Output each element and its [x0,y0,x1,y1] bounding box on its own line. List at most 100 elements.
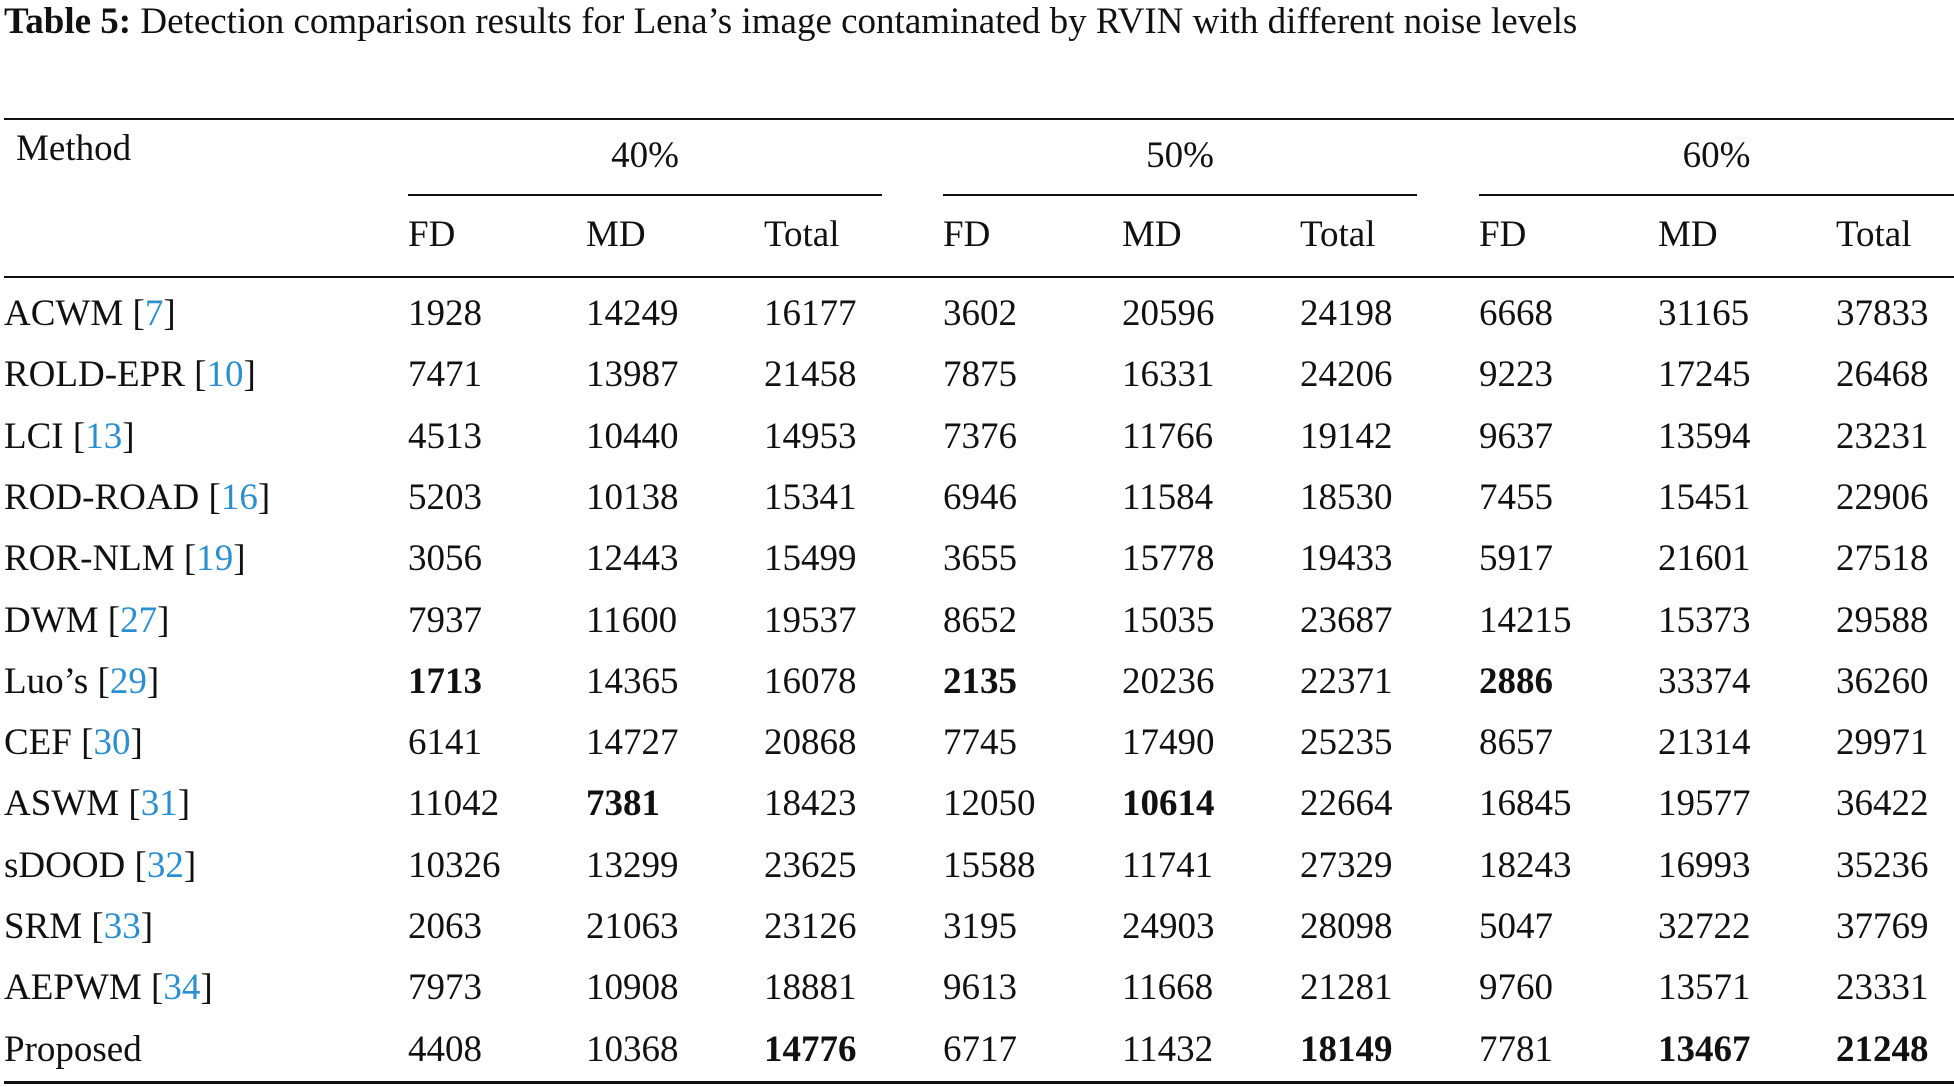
method-name: CEF [4,722,72,763]
value-cell: 6946 [943,477,1017,518]
value-cell: 20596 [1122,293,1215,334]
value-cell: 6717 [943,1029,1017,1070]
header-group-50: 50% [1146,135,1214,176]
value-cell: 21281 [1300,967,1393,1008]
value-cell: 2063 [408,906,482,947]
value-cell: 14953 [764,416,857,457]
caption-text: Detection comparison results for Lena’s … [140,1,1578,42]
value-cell: 22906 [1836,477,1929,518]
value-cell: 15778 [1122,538,1215,579]
value-cell: 14249 [586,293,679,334]
value-cell: 15499 [764,538,857,579]
value-cell: 16331 [1122,354,1215,395]
method-cell: AEPWM [34] [4,967,213,1008]
value-cell: 29971 [1836,722,1929,763]
method-cell: LCI [13] [4,416,135,457]
citation-link[interactable]: 33 [103,906,141,947]
citation-link[interactable]: 27 [120,600,158,641]
value-cell: 3602 [943,293,1017,334]
bottom-rule [4,1081,1954,1084]
method-name: Luo’s [4,661,89,702]
value-cell: 21063 [586,906,679,947]
value-cell: 10326 [408,845,501,886]
value-cell: 7973 [408,967,482,1008]
value-cell: 16993 [1658,845,1751,886]
value-cell: 36260 [1836,661,1929,702]
value-cell: 23331 [1836,967,1929,1008]
method-name: ACWM [4,293,124,334]
citation-link[interactable]: 30 [93,722,131,763]
method-cell: ROD-ROAD [16] [4,477,271,518]
value-cell: 5047 [1479,906,1553,947]
group-underline-40 [408,194,882,196]
value-cell: 21458 [764,354,857,395]
citation-link[interactable]: 29 [109,661,147,702]
value-cell: 10138 [586,477,679,518]
method-name: DWM [4,600,99,641]
value-cell: 14215 [1479,600,1572,641]
citation-link[interactable]: 32 [146,845,184,886]
subheader-md-40: MD [586,214,646,255]
value-cell: 11584 [1122,477,1214,518]
value-cell: 19577 [1658,783,1751,824]
citation-link[interactable]: 10 [206,354,244,395]
citation-link[interactable]: 31 [140,783,178,824]
value-cell: 6141 [408,722,482,763]
value-cell: 11042 [408,783,500,824]
value-cell: 9637 [1479,416,1553,457]
citation-link[interactable]: 19 [196,538,234,579]
value-cell: 15451 [1658,477,1751,518]
method-cell: ASWM [31] [4,783,191,824]
value-cell: 23687 [1300,600,1393,641]
header-group-60: 60% [1682,135,1751,176]
method-cell: SRM [33] [4,906,154,947]
value-cell: 16078 [764,661,857,702]
value-cell: 22371 [1300,661,1393,702]
header-method: Method [16,128,132,169]
value-cell: 18243 [1479,845,1572,886]
caption-label: Table 5: [4,1,132,42]
value-cell: 8652 [943,600,1017,641]
method-name: LCI [4,416,64,457]
value-cell: 6668 [1479,293,1553,334]
value-cell: 18149 [1300,1029,1393,1070]
value-cell: 36422 [1836,783,1929,824]
value-cell: 5917 [1479,538,1553,579]
subheader-md-60: MD [1658,214,1718,255]
group-underline-60 [1479,194,1954,196]
subheader-fd-40: FD [408,214,456,255]
value-cell: 3195 [943,906,1017,947]
value-cell: 13987 [586,354,679,395]
citation-link[interactable]: 13 [85,416,123,457]
value-cell: 33374 [1658,661,1751,702]
value-cell: 31165 [1658,293,1750,334]
value-cell: 2886 [1479,661,1553,702]
value-cell: 1928 [408,293,482,334]
method-name: ROR-NLM [4,538,175,579]
value-cell: 7745 [943,722,1017,763]
value-cell: 20868 [764,722,857,763]
value-cell: 9223 [1479,354,1553,395]
value-cell: 12050 [943,783,1036,824]
citation-link[interactable]: 16 [220,477,258,518]
value-cell: 16845 [1479,783,1572,824]
table-caption: Table 5: Detection comparison results fo… [4,0,1954,44]
value-cell: 32722 [1658,906,1751,947]
method-cell: ROLD-EPR [10] [4,354,256,395]
value-cell: 37833 [1836,293,1929,334]
value-cell: 10908 [586,967,679,1008]
subheader-md-50: MD [1122,214,1182,255]
method-name: Proposed [4,1029,142,1070]
value-cell: 18530 [1300,477,1393,518]
group-underline-50 [943,194,1417,196]
value-cell: 26468 [1836,354,1929,395]
citation-link[interactable]: 34 [163,967,201,1008]
value-cell: 25235 [1300,722,1393,763]
value-cell: 11766 [1122,416,1214,457]
header-rule [4,276,1954,278]
value-cell: 14776 [764,1029,857,1070]
citation-link[interactable]: 7 [144,293,164,334]
method-name: sDOOD [4,845,126,886]
value-cell: 21601 [1658,538,1751,579]
method-name: AEPWM [4,967,142,1008]
